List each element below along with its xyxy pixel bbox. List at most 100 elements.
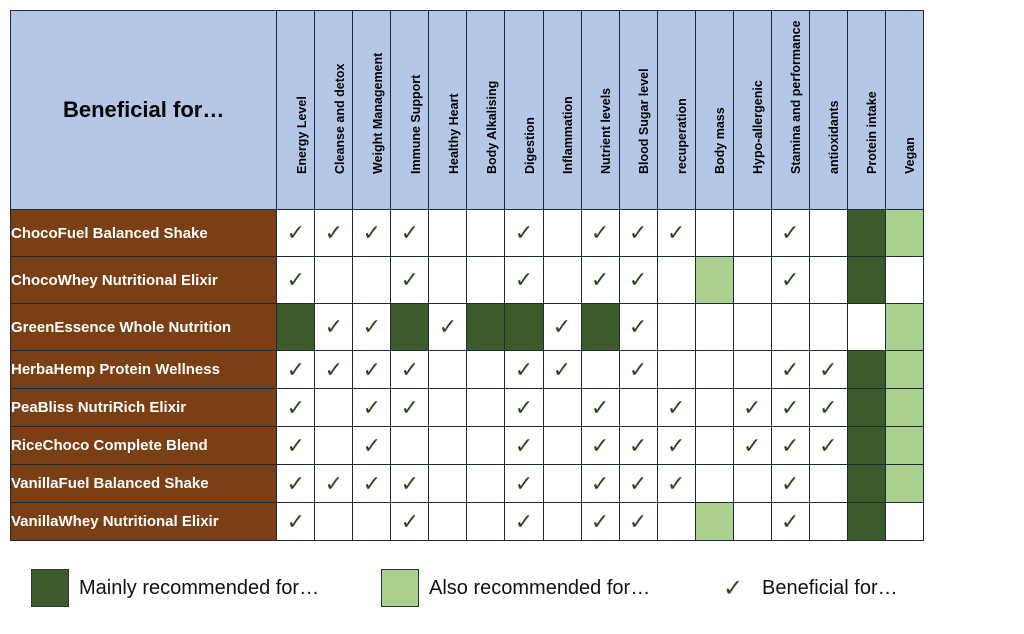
- cell-empty: [694, 388, 734, 427]
- cell-empty: [466, 426, 506, 465]
- product-name: GreenEssence Whole Nutrition: [9, 303, 278, 351]
- cell-empty: [542, 464, 582, 503]
- cell-beneficial: ✓: [542, 303, 582, 351]
- table-row: VanillaWhey Nutritional Elixir ✓ ✓ ✓ ✓ ✓ ✓: [9, 502, 925, 541]
- checkmark-icon: ✓: [286, 432, 306, 458]
- checkmark-icon: ✓: [628, 470, 648, 496]
- checkmark-icon: ✓: [400, 470, 420, 496]
- table-row: ChocoWhey Nutritional Elixir ✓ ✓ ✓ ✓ ✓ ✓: [9, 256, 925, 304]
- column-header: antioxidants: [808, 10, 848, 210]
- cell-empty: [808, 209, 848, 257]
- cell-beneficial: ✓: [276, 464, 316, 503]
- column-header: Digestion: [504, 10, 544, 210]
- cell-empty: [542, 502, 582, 541]
- checkmark-icon: ✓: [628, 432, 648, 458]
- legend-check: ✓ Beneficial for…: [714, 568, 898, 608]
- cell-also-recommended: [884, 209, 925, 257]
- column-header: Vegan: [884, 10, 925, 210]
- cell-beneficial: ✓: [352, 464, 392, 503]
- cell-beneficial: ✓: [352, 350, 392, 389]
- legend-check-label: Beneficial for…: [762, 576, 898, 599]
- legend-also-swatch: [381, 569, 419, 607]
- cell-empty: [732, 502, 772, 541]
- checkmark-icon: ✓: [286, 508, 306, 534]
- legend-also: Also recommended for…: [381, 568, 650, 608]
- cell-also-recommended: [884, 426, 925, 465]
- cell-beneficial: ✓: [542, 350, 582, 389]
- product-name: VanillaWhey Nutritional Elixir: [9, 502, 278, 541]
- cell-also-recommended: [884, 464, 925, 503]
- checkmark-icon: ✓: [514, 267, 534, 292]
- cell-empty: [428, 464, 468, 503]
- cell-empty: [542, 256, 582, 304]
- cell-beneficial: ✓: [656, 464, 696, 503]
- cell-empty: [618, 388, 658, 427]
- cell-beneficial: ✓: [808, 350, 848, 389]
- checkmark-icon: ✓: [286, 470, 306, 496]
- cell-empty: [732, 350, 772, 389]
- checkmark-icon: ✓: [819, 356, 838, 382]
- table-row: ChocoFuel Balanced Shake ✓ ✓ ✓ ✓ ✓ ✓ ✓ ✓ ✓: [9, 209, 925, 257]
- cell-beneficial: ✓: [580, 388, 620, 427]
- checkmark-icon: ✓: [628, 220, 648, 245]
- cell-empty: [428, 426, 468, 465]
- cell-beneficial: ✓: [580, 209, 620, 257]
- checkmark-icon: ✓: [400, 220, 420, 245]
- cell-empty: [466, 502, 506, 541]
- cell-beneficial: ✓: [618, 209, 658, 257]
- table-row: HerbaHemp Protein Wellness ✓ ✓ ✓ ✓ ✓ ✓ ✓ ✓ ✓: [9, 350, 925, 389]
- cell-beneficial: ✓: [618, 426, 658, 465]
- column-header-label: Healthy Heart: [446, 93, 461, 174]
- column-header: Nutrient levels: [580, 10, 620, 210]
- cell-also-recommended: [884, 388, 925, 427]
- cell-empty: [694, 350, 734, 389]
- cell-beneficial: ✓: [428, 303, 468, 351]
- product-name: ChocoFuel Balanced Shake: [9, 209, 278, 257]
- cell-empty: [428, 256, 468, 304]
- cell-beneficial: ✓: [580, 256, 620, 304]
- checkmark-icon: ✓: [362, 314, 382, 339]
- cell-empty: [846, 303, 886, 351]
- cell-empty: [466, 464, 506, 503]
- legend-main-swatch: [31, 569, 69, 607]
- cell-empty: [694, 303, 734, 351]
- cell-empty: [694, 426, 734, 465]
- cell-beneficial: ✓: [390, 502, 430, 541]
- cell-empty: [314, 426, 354, 465]
- cell-beneficial: ✓: [618, 350, 658, 389]
- cell-beneficial: ✓: [390, 209, 430, 257]
- column-header: Body Alkalising: [466, 10, 506, 210]
- column-header-label: Body mass: [713, 107, 728, 174]
- legend-main-label: Mainly recommended for…: [79, 576, 320, 599]
- cell-beneficial: ✓: [808, 426, 848, 465]
- cell-empty: [466, 388, 506, 427]
- cell-empty: [428, 350, 468, 389]
- cell-empty: [428, 388, 468, 427]
- matrix-body: ChocoFuel Balanced Shake ✓ ✓ ✓ ✓ ✓ ✓ ✓ ✓ ✓ ChocoWh…: [9, 209, 925, 541]
- column-header: Immune Support: [390, 10, 430, 210]
- product-name: HerbaHemp Protein Wellness: [9, 350, 278, 389]
- checkmark-icon: ✓: [400, 356, 420, 382]
- product-name: RiceChoco Complete Blend: [9, 426, 278, 465]
- checkmark-icon: ✓: [590, 508, 610, 534]
- cell-empty: [656, 256, 696, 304]
- checkmark-icon: ✓: [590, 470, 610, 496]
- checkmark-icon: ✓: [514, 220, 534, 245]
- checkmark-icon: ✓: [590, 220, 610, 245]
- cell-beneficial: ✓: [618, 502, 658, 541]
- column-header-label: Nutrient levels: [599, 87, 614, 174]
- product-name: PeaBliss NutriRich Elixir: [9, 388, 278, 427]
- cell-empty: [466, 256, 506, 304]
- cell-mainly-recommended: [846, 502, 886, 541]
- checkmark-icon: ✓: [514, 508, 534, 534]
- cell-mainly-recommended: [846, 388, 886, 427]
- checkmark-icon: ✓: [780, 432, 800, 458]
- cell-empty: [428, 209, 468, 257]
- cell-empty: [694, 464, 734, 503]
- table-row: GreenEssence Whole Nutrition ✓ ✓ ✓ ✓ ✓: [9, 303, 925, 351]
- cell-beneficial: ✓: [770, 256, 810, 304]
- cell-beneficial: ✓: [732, 388, 772, 427]
- cell-beneficial: ✓: [276, 256, 316, 304]
- checkmark-icon: ✓: [362, 356, 382, 382]
- cell-empty: [352, 256, 392, 304]
